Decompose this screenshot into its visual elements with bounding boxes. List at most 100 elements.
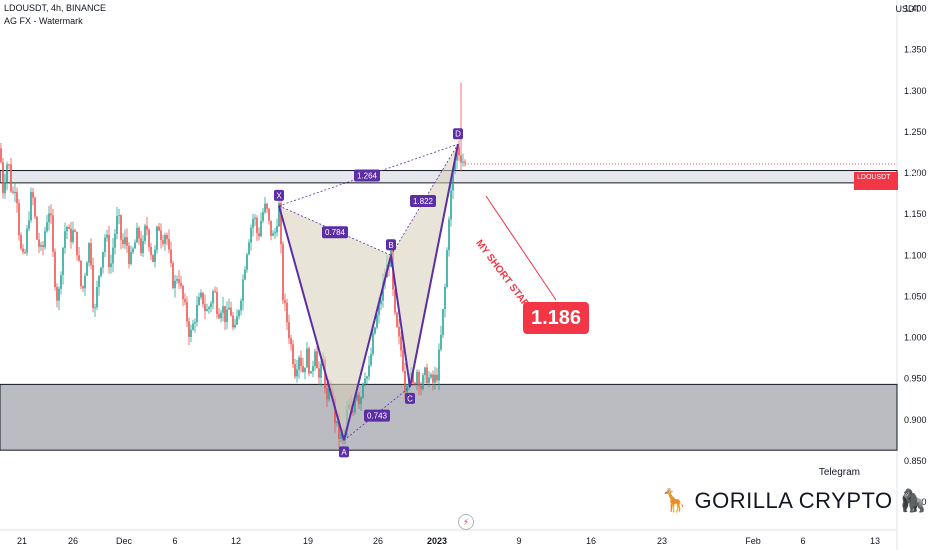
candle-body bbox=[252, 218, 254, 228]
ratio-label: 1.264 bbox=[357, 171, 378, 180]
candle-body bbox=[206, 309, 208, 311]
candle-body bbox=[154, 249, 156, 262]
candle-body bbox=[286, 302, 288, 323]
candle-body bbox=[462, 161, 464, 163]
candle-body bbox=[258, 233, 260, 237]
candle-body bbox=[434, 374, 436, 383]
candle-body bbox=[314, 351, 316, 367]
candle-body bbox=[282, 244, 284, 301]
candle-body bbox=[62, 247, 64, 275]
candle-body bbox=[6, 164, 8, 183]
ratio-badge bbox=[322, 226, 348, 239]
candle-body bbox=[396, 312, 398, 327]
pattern-point-label: D bbox=[455, 130, 461, 139]
candle-body bbox=[372, 333, 374, 354]
candle-body bbox=[236, 316, 238, 325]
candle-body bbox=[158, 226, 160, 231]
candle-body bbox=[102, 251, 104, 268]
candle-body bbox=[140, 238, 142, 254]
chart-subtitle: AG FX - Watermark bbox=[4, 16, 83, 26]
candle-body bbox=[14, 191, 16, 193]
candle-body bbox=[458, 147, 460, 156]
candle-body bbox=[436, 374, 438, 381]
candle-body bbox=[204, 304, 206, 311]
candle-body bbox=[278, 202, 280, 227]
time-tick-label: 13 bbox=[870, 536, 880, 546]
candle-body bbox=[188, 321, 190, 337]
candle-body bbox=[130, 252, 132, 264]
price-tick-label: 1.100 bbox=[904, 250, 927, 260]
candle-body bbox=[394, 289, 396, 313]
candle-body bbox=[416, 371, 418, 385]
candle-body bbox=[88, 243, 90, 263]
candle-body bbox=[10, 164, 12, 192]
candle-body bbox=[418, 371, 420, 386]
ratio-badge bbox=[410, 194, 436, 207]
brand-watermark: 🦒 GORILLA CRYPTO 🦍 bbox=[660, 488, 928, 513]
candle-body bbox=[66, 226, 68, 232]
time-tick-label: 16 bbox=[586, 536, 596, 546]
candle-body bbox=[452, 170, 454, 191]
price-axis-title: USDT bbox=[895, 4, 921, 14]
candle-body bbox=[242, 279, 244, 301]
candle-body bbox=[38, 239, 40, 247]
candle-body bbox=[190, 329, 192, 337]
candle-body bbox=[448, 219, 450, 251]
candle-body bbox=[432, 374, 434, 383]
candle-body bbox=[262, 212, 264, 221]
candle-body bbox=[420, 385, 422, 389]
candle-body bbox=[374, 327, 376, 334]
candle-body bbox=[254, 217, 256, 219]
candle-body bbox=[244, 269, 246, 280]
target-price-badge: 1.186 bbox=[523, 302, 589, 334]
candle-body bbox=[318, 368, 320, 378]
candle-body bbox=[134, 242, 136, 249]
candle-body bbox=[92, 265, 94, 308]
candle-body bbox=[446, 250, 448, 287]
price-tick-label: 0.900 bbox=[904, 415, 927, 425]
price-tick-label: 0.800 bbox=[904, 497, 927, 507]
candle-body bbox=[48, 213, 50, 223]
ratio-badge bbox=[354, 169, 380, 182]
candle-body bbox=[402, 350, 404, 371]
candle-body bbox=[182, 285, 184, 300]
candle-body bbox=[4, 182, 6, 194]
pattern-fill-bcd bbox=[391, 144, 458, 387]
candle-body bbox=[96, 286, 98, 308]
candle-body bbox=[316, 351, 318, 369]
candle-body bbox=[220, 312, 222, 319]
pattern-point-marker bbox=[339, 446, 349, 458]
candle-body bbox=[326, 388, 328, 400]
candle-body bbox=[0, 148, 2, 163]
candle-body bbox=[94, 307, 96, 309]
candle-body bbox=[52, 215, 54, 252]
pattern-point-label: X bbox=[276, 191, 282, 200]
candle-body bbox=[128, 245, 130, 264]
candle-body bbox=[136, 227, 138, 243]
candle-body bbox=[276, 226, 278, 233]
candle-body bbox=[22, 248, 24, 253]
candle-body bbox=[230, 307, 232, 316]
candle-body bbox=[82, 286, 84, 289]
pattern-leg bbox=[278, 205, 345, 441]
candle-body bbox=[68, 226, 70, 229]
candle-body bbox=[398, 326, 400, 337]
short-arrow-line bbox=[485, 195, 557, 301]
candle-body bbox=[118, 215, 120, 217]
candle-body bbox=[340, 433, 342, 439]
candle-body bbox=[164, 234, 166, 244]
candle-body bbox=[414, 382, 416, 385]
candle-body bbox=[232, 315, 234, 328]
price-tick-label: 1.050 bbox=[904, 291, 927, 301]
candle-body bbox=[302, 366, 304, 372]
candle-body bbox=[116, 216, 118, 234]
bolt-icon[interactable]: ⚡ bbox=[458, 514, 474, 530]
candle-body bbox=[192, 323, 194, 330]
candle-body bbox=[36, 216, 38, 240]
time-tick-label: 26 bbox=[373, 536, 383, 546]
candle-body bbox=[216, 291, 218, 315]
candle-body bbox=[238, 310, 240, 317]
candle-body bbox=[424, 367, 426, 376]
pattern-fill-xab bbox=[279, 205, 391, 441]
